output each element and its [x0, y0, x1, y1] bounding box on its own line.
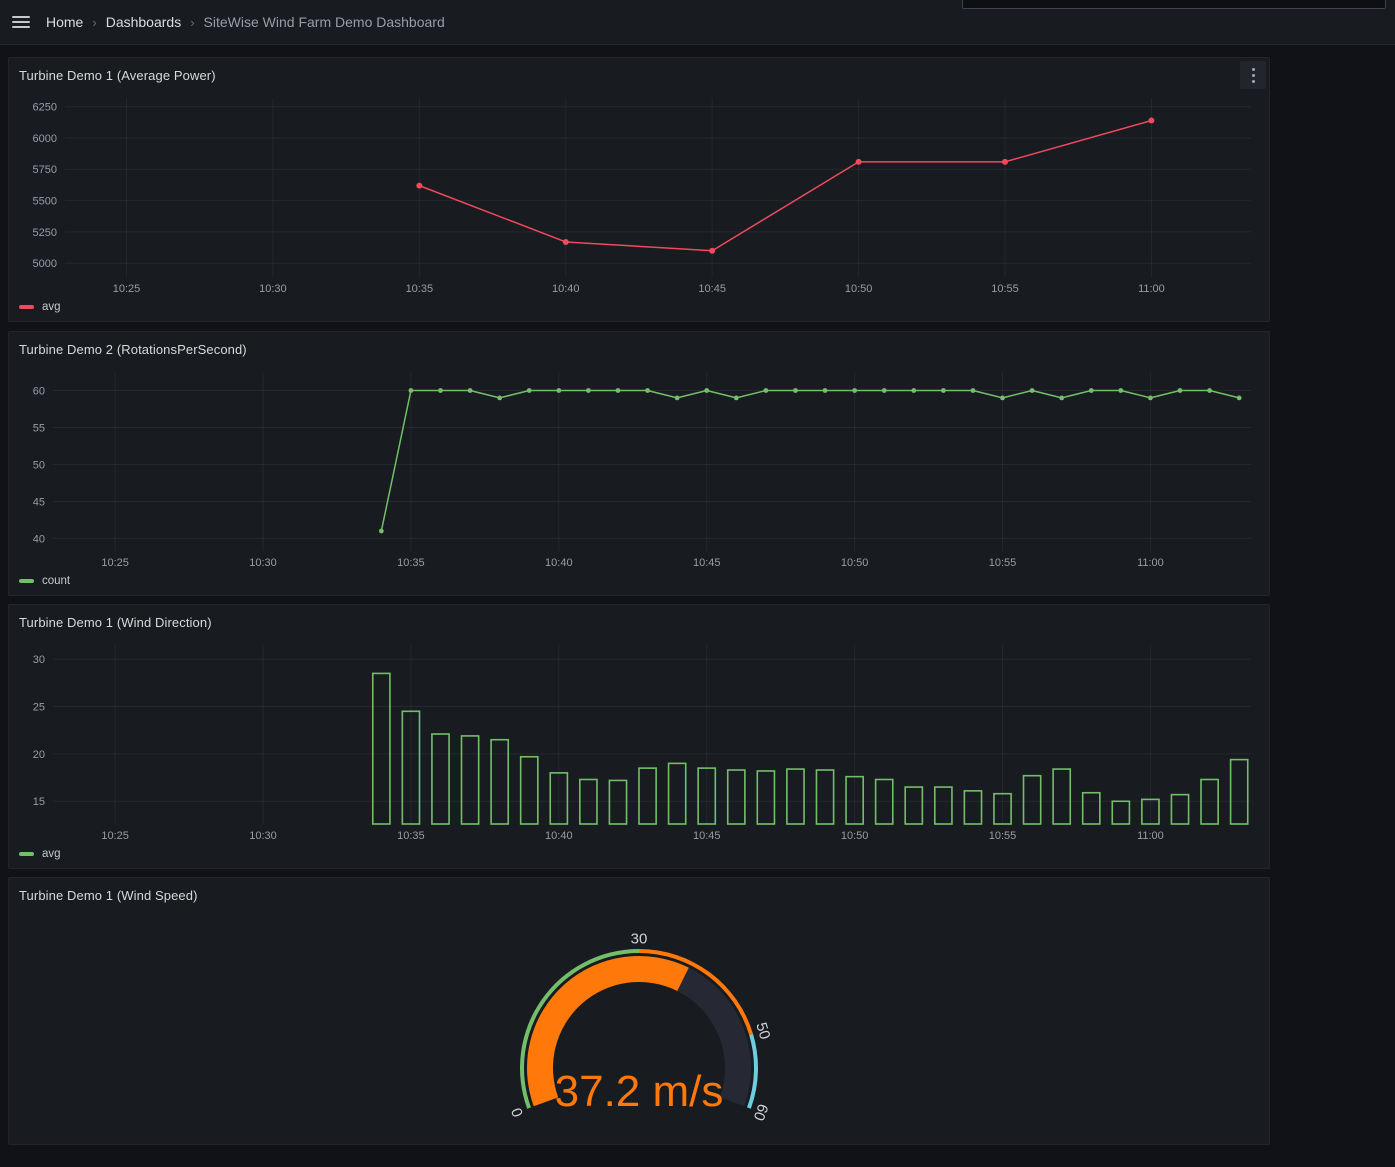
svg-text:6250: 6250 [33, 102, 57, 114]
legend-series-marker [19, 305, 34, 309]
panel-menu-kebab-icon[interactable] [1240, 61, 1266, 89]
panel-title: Turbine Demo 1 (Wind Speed) [19, 887, 198, 903]
gauge-value-text: 37.2 m/s [555, 1067, 724, 1116]
svg-text:10:35: 10:35 [397, 830, 425, 842]
svg-text:10:45: 10:45 [693, 830, 721, 842]
menu-toggle-icon[interactable] [10, 10, 34, 34]
breadcrumb-home[interactable]: Home [46, 14, 84, 30]
svg-text:45: 45 [33, 496, 45, 508]
svg-text:10:55: 10:55 [989, 830, 1017, 842]
svg-text:10:45: 10:45 [698, 283, 726, 295]
svg-text:10:45: 10:45 [693, 557, 721, 569]
svg-text:10:25: 10:25 [101, 557, 129, 569]
panel-wind-speed: Turbine Demo 1 (Wind Speed) 0 30 50 60 37.2 … [8, 877, 1270, 1145]
svg-text:5000: 5000 [33, 258, 57, 270]
breadcrumb-separator: › [92, 14, 97, 30]
legend: count [9, 569, 1269, 593]
legend-series-marker [19, 852, 34, 856]
legend: avg [9, 295, 1269, 319]
svg-text:30: 30 [631, 930, 648, 947]
svg-text:50: 50 [33, 459, 45, 471]
timeseries-chart-rotations-per-second[interactable]: 10:25 10:30 10:35 10:40 10:45 10:50 10:55 11:00… [17, 366, 1261, 569]
svg-text:10:55: 10:55 [991, 283, 1019, 295]
svg-text:10:40: 10:40 [545, 830, 573, 842]
svg-text:10:40: 10:40 [552, 283, 580, 295]
svg-text:6000: 6000 [33, 133, 57, 145]
legend-series-label[interactable]: count [42, 575, 71, 587]
panel-title: Turbine Demo 1 (Average Power) [19, 67, 216, 83]
svg-text:10:30: 10:30 [259, 283, 287, 295]
svg-text:11:00: 11:00 [1137, 557, 1164, 569]
chart3-svg: 0 30 50 60 37.2 m/s [508, 930, 773, 1123]
legend: avg [9, 842, 1269, 866]
panel-header: Turbine Demo 1 (Wind Direction) [9, 605, 1269, 639]
panel-title: Turbine Demo 1 (Wind Direction) [19, 614, 212, 630]
panel-average-power: Turbine Demo 1 (Average Power) 10:25 10:3… [8, 57, 1270, 322]
panel-header: Turbine Demo 2 (RotationsPerSecond) [9, 332, 1269, 366]
search-bar-partial[interactable] [962, 0, 1386, 9]
svg-text:10:30: 10:30 [249, 830, 277, 842]
svg-text:10:35: 10:35 [406, 283, 434, 295]
svg-text:50: 50 [752, 1020, 773, 1041]
svg-text:10:50: 10:50 [841, 830, 869, 842]
panel-wind-direction: Turbine Demo 1 (Wind Direction) 10:25 10:… [8, 604, 1270, 869]
svg-text:11:00: 11:00 [1137, 830, 1164, 842]
timeseries-chart-average-power[interactable]: 10:25 10:30 10:35 10:40 10:45 10:50 10:55 11:00… [17, 92, 1261, 295]
svg-text:10:40: 10:40 [545, 557, 573, 569]
top-nav-bar: Home › Dashboards › SiteWise Wind Farm D… [0, 0, 1395, 45]
panel-rotations-per-second: Turbine Demo 2 (RotationsPerSecond) 10:2… [8, 331, 1270, 596]
legend-series-label[interactable]: avg [42, 848, 61, 860]
svg-text:10:25: 10:25 [101, 830, 129, 842]
svg-text:5750: 5750 [33, 164, 57, 176]
chart0-svg: 10:25 10:30 10:35 10:40 10:45 10:50 10:55 11:00… [33, 98, 1251, 295]
svg-text:11:00: 11:00 [1138, 283, 1165, 295]
chart2-svg: 10:25 10:30 10:35 10:40 10:45 10:50 10:55 11:00… [33, 645, 1251, 842]
panel-title: Turbine Demo 2 (RotationsPerSecond) [19, 341, 247, 357]
svg-text:30: 30 [33, 654, 45, 666]
svg-text:5250: 5250 [33, 227, 57, 239]
legend-series-label[interactable]: avg [42, 301, 61, 313]
svg-text:5500: 5500 [33, 195, 57, 207]
breadcrumb-dashboards[interactable]: Dashboards [105, 14, 182, 30]
svg-text:20: 20 [33, 749, 45, 761]
gauge-wind-speed[interactable]: 0 30 50 60 37.2 m/s [17, 912, 1261, 1144]
svg-text:60: 60 [750, 1101, 772, 1122]
svg-text:40: 40 [33, 533, 45, 545]
svg-text:15: 15 [33, 796, 45, 808]
legend-series-marker [19, 579, 34, 583]
svg-text:10:50: 10:50 [841, 557, 869, 569]
chart1-svg: 10:25 10:30 10:35 10:40 10:45 10:50 10:55 11:00… [33, 372, 1251, 569]
svg-text:60: 60 [33, 385, 45, 397]
svg-text:25: 25 [33, 701, 45, 713]
breadcrumb-current-dashboard: SiteWise Wind Farm Demo Dashboard [203, 14, 445, 30]
svg-text:10:25: 10:25 [113, 283, 141, 295]
breadcrumb-separator: › [190, 14, 195, 30]
svg-text:0: 0 [508, 1105, 527, 1119]
svg-text:10:50: 10:50 [845, 283, 873, 295]
breadcrumb: Home › Dashboards › SiteWise Wind Farm D… [46, 14, 445, 30]
svg-text:10:30: 10:30 [249, 557, 277, 569]
panel-header: Turbine Demo 1 (Wind Speed) [9, 878, 1269, 912]
panel-header: Turbine Demo 1 (Average Power) [9, 58, 1269, 92]
svg-text:10:55: 10:55 [989, 557, 1017, 569]
svg-text:10:35: 10:35 [397, 557, 425, 569]
svg-text:55: 55 [33, 422, 45, 434]
bar-chart-wind-direction[interactable]: 10:25 10:30 10:35 10:40 10:45 10:50 10:55 11:00… [17, 639, 1261, 842]
